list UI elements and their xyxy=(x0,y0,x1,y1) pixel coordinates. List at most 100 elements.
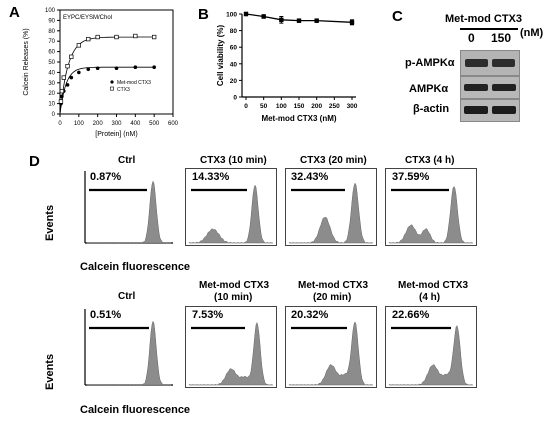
b-xtick-label: 50 xyxy=(260,103,268,110)
b-ytick-label: 100 xyxy=(226,12,237,19)
a-ytick-label: 40 xyxy=(48,70,55,76)
band-p-ampk-lane2 xyxy=(492,59,515,67)
western-blot-header-line xyxy=(460,28,518,30)
b-ytick-label: 40 xyxy=(230,61,238,68)
d-row2-ylabel: Events xyxy=(44,353,56,390)
a-ytick-label: 90 xyxy=(48,18,55,24)
a-fit-curve xyxy=(59,36,155,115)
b-point xyxy=(349,20,355,25)
b-ytick-label: 0 xyxy=(233,95,237,102)
a-plot-frame xyxy=(59,9,174,115)
band-ampk-lane2 xyxy=(492,84,516,91)
a-xtick-label: 600 xyxy=(168,121,179,127)
a-ytick-label: 80 xyxy=(48,29,55,35)
b-ylabel: Cell viability (%) xyxy=(216,24,225,86)
a-ytick-label: 60 xyxy=(48,50,55,56)
d-row2-title-4: Met-mod CTX3 xyxy=(398,280,468,291)
a-point-metmod xyxy=(69,75,74,80)
a-point-ctx3 xyxy=(76,43,81,48)
d-row2-hist-1 xyxy=(84,309,173,386)
a-legend-marker-metmod xyxy=(110,80,114,84)
d-row1-title-1: Ctrl xyxy=(118,155,136,166)
a-point-metmod xyxy=(65,83,70,87)
a-point-ctx3 xyxy=(133,33,138,39)
a-ytick-label: 10 xyxy=(48,102,55,108)
a-point-ctx3 xyxy=(152,34,157,40)
d-row2-pct-1: 0.51% xyxy=(90,309,122,321)
panel-c-letter: C xyxy=(392,8,403,25)
b-ytick-label: 60 xyxy=(230,45,238,52)
d-row2-title-2: Met-mod CTX3 xyxy=(199,280,269,291)
hist-area xyxy=(188,321,273,386)
conc-label-150: 150 xyxy=(491,31,512,45)
blot-strip-ampk xyxy=(460,76,520,99)
a-point-ctx3 xyxy=(65,64,70,69)
hist-area xyxy=(288,321,373,386)
panel-d-letter: D xyxy=(29,153,40,170)
d-row2-hist-4 xyxy=(385,306,477,388)
a-ytick-label: 50 xyxy=(48,60,55,66)
d-row1-pct-3: 32.43% xyxy=(291,171,329,183)
hist-frame xyxy=(185,168,277,246)
d-row2-title-3: Met-mod CTX3 xyxy=(298,280,368,291)
hist-area xyxy=(288,182,373,244)
b-xtick-label: 300 xyxy=(347,103,358,110)
a-xtick-label: 500 xyxy=(149,121,160,127)
a-xtick-label: 200 xyxy=(93,121,104,127)
b-xlabel: Met-mod CTX3 (nM) xyxy=(261,114,336,123)
d-row2-title-4b: (4 h) xyxy=(419,292,441,303)
d-row2-title-1: Ctrl xyxy=(118,291,136,302)
a-point-ctx3 xyxy=(86,36,91,42)
blot-strip-p-ampk xyxy=(460,50,520,76)
blot-label-beta-actin: β-actin xyxy=(413,103,450,115)
d-row1-title-3: CTX3 (20 min) xyxy=(300,155,367,166)
d-row2-pct-2: 7.53% xyxy=(192,309,224,321)
band-ampk-lane1 xyxy=(464,84,488,91)
hist-frame xyxy=(385,306,477,388)
panel-b-chart: 0 20 40 60 80 100 0 50 100 150 200 250 300 Met-mod CT… xyxy=(216,11,358,124)
a-ytick-label: 100 xyxy=(45,8,56,14)
b-xtick-label: 100 xyxy=(276,103,287,110)
a-point-ctx3 xyxy=(59,88,65,94)
b-series-line xyxy=(245,13,353,23)
a-xtick-label: 100 xyxy=(74,121,85,127)
hist-area xyxy=(86,180,171,244)
b-point xyxy=(261,14,266,19)
a-point-metmod xyxy=(86,67,91,72)
a-point-metmod xyxy=(114,66,119,71)
a-inset-title: EYPC/EYSM/Chol xyxy=(63,15,112,21)
a-xtick-label: 300 xyxy=(111,121,122,127)
d-row2-hist-2 xyxy=(185,306,277,388)
conc-label-0: 0 xyxy=(468,31,475,45)
d-row1-title-2: CTX3 (10 min) xyxy=(200,155,267,166)
b-point xyxy=(296,18,302,23)
b-xtick-label: 0 xyxy=(244,103,248,110)
hist-frame xyxy=(285,306,377,388)
a-xtick-label: 0 xyxy=(58,121,62,127)
d-row1-hist-4 xyxy=(385,168,477,246)
d-row1-hist-1 xyxy=(84,171,173,244)
a-point-metmod xyxy=(133,65,138,69)
hist-frame xyxy=(385,168,477,246)
a-ytick-label: 70 xyxy=(48,39,55,45)
a-legend-ctx3: CTX3 xyxy=(117,87,130,93)
a-point-metmod xyxy=(95,66,100,71)
a-xtick-label: 400 xyxy=(130,121,141,127)
a-ylabel: Calcein Releases (%) xyxy=(23,28,30,95)
hist-area xyxy=(388,185,473,244)
a-ytick-label: 30 xyxy=(48,81,55,87)
b-xtick-label: 250 xyxy=(329,103,340,110)
d-row1-title-4: CTX3 (4 h) xyxy=(405,155,455,166)
b-xtick-label: 150 xyxy=(294,103,305,110)
a-point-ctx3 xyxy=(61,75,66,80)
hist-area xyxy=(188,184,273,244)
d-row1-pct-2: 14.33% xyxy=(192,171,230,183)
d-row1-hist-2 xyxy=(185,168,277,246)
hist-frame xyxy=(285,168,377,246)
panel-a-letter: A xyxy=(9,4,20,21)
b-point xyxy=(243,11,249,17)
b-xtick-label: 200 xyxy=(311,103,322,110)
a-point-metmod xyxy=(152,65,156,69)
b-ytick-label: 80 xyxy=(230,28,238,35)
a-legend-marker-ctx3 xyxy=(110,86,114,91)
